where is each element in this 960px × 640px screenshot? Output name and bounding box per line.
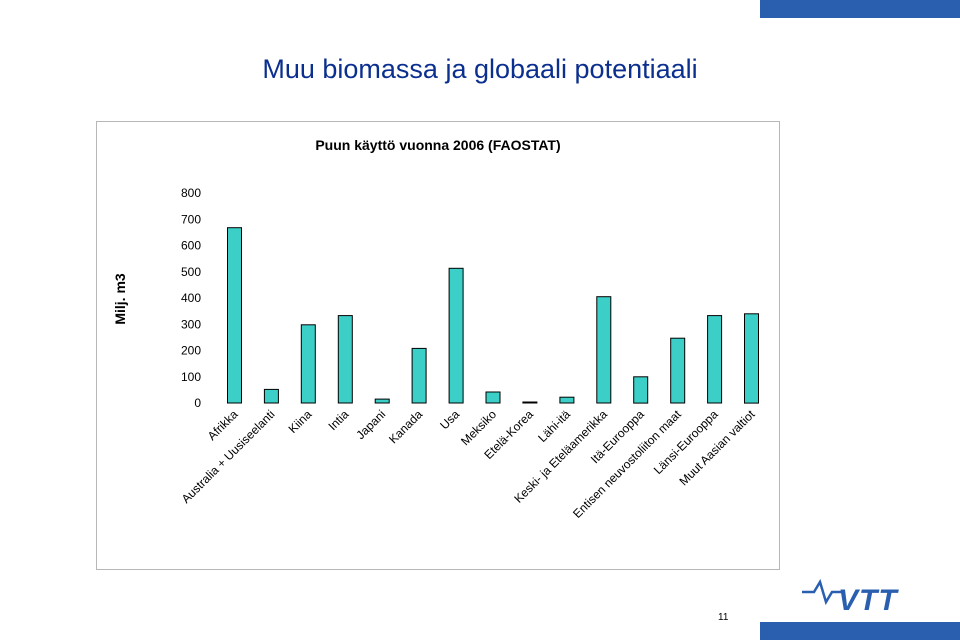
bar: [522, 401, 538, 404]
chart-frame: [96, 121, 780, 570]
y-tick-label: 700: [181, 212, 201, 226]
y-tick-label: 100: [181, 370, 201, 384]
top-accent-bar: [760, 0, 960, 18]
slide-title: Muu biomassa ja globaali potentiaali: [262, 54, 698, 84]
x-tick-label: Afrikka: [205, 407, 241, 443]
bar: [707, 315, 723, 404]
y-tick-label: 400: [181, 291, 201, 305]
x-tick-label: Usa: [437, 407, 462, 432]
y-tick-label: 600: [181, 239, 201, 253]
bar: [337, 315, 353, 404]
x-tick-label: Japani: [353, 407, 388, 442]
x-tick-label: Kiina: [286, 407, 315, 436]
bar: [633, 376, 649, 404]
bar: [744, 313, 759, 404]
bar: [227, 227, 242, 404]
x-tick-label: Kanada: [386, 407, 425, 446]
chart-title: Puun käyttö vuonna 2006 (FAOSTAT): [315, 137, 560, 153]
bar: [411, 347, 427, 404]
x-tick-label: Intia: [325, 407, 351, 433]
x-tick-label: Länsi-Eurooppa: [651, 407, 721, 477]
bar: [670, 337, 686, 404]
svg-text:VTT: VTT: [838, 584, 899, 617]
y-tick-label: 0: [194, 396, 201, 410]
bar: [263, 388, 279, 404]
footer-accent-bar: [760, 622, 960, 640]
vtt-logo: VTT: [802, 578, 899, 617]
y-tick-label: 300: [181, 317, 201, 331]
y-tick-label: 800: [181, 186, 201, 200]
bar-chart: Puun käyttö vuonna 2006 (FAOSTAT) Milj. …: [112, 137, 759, 521]
y-tick-label: 500: [181, 265, 201, 279]
bar: [374, 398, 390, 404]
y-axis-label: Milj. m3: [112, 273, 128, 325]
bar: [596, 296, 612, 404]
page-number: 11: [718, 612, 729, 623]
bar: [448, 267, 464, 404]
top-bar: [0, 0, 960, 18]
bar: [485, 391, 501, 404]
y-tick-label: 200: [181, 344, 201, 358]
bar: [300, 324, 316, 404]
bar: [559, 396, 575, 404]
